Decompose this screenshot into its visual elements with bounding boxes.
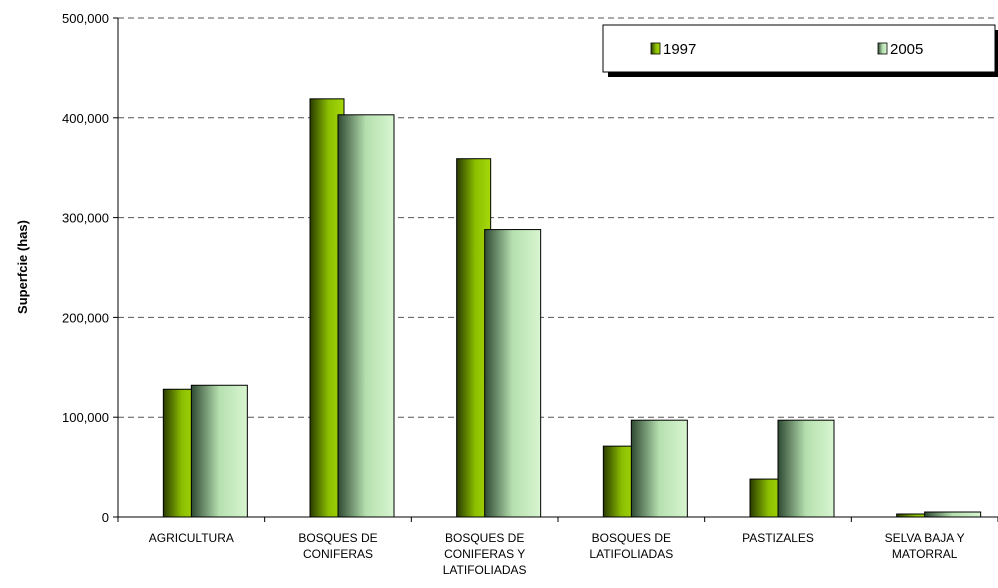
x-axis: AGRICULTURA BOSQUES DE CONIFERAS BOSQUES DE…	[117, 516, 998, 577]
bar-2005	[924, 511, 982, 518]
y-tick-label: 400,000	[62, 111, 109, 126]
x-tick-label: BOSQUES DE CONIFERAS Y LATIFOLIADAS	[443, 531, 527, 577]
y-axis: 0 100,000 200,000 300,000 400,000 500,000	[62, 11, 119, 525]
legend-swatch-2005	[877, 42, 888, 55]
bar-2005	[190, 384, 248, 518]
y-tick-label: 300,000	[62, 211, 109, 226]
x-tick-label: BOSQUES DE CONIFERAS	[298, 531, 377, 561]
bars	[162, 98, 982, 518]
bar-2005	[630, 419, 688, 518]
x-tick-label: SELVA BAJA Y MATORRAL	[885, 531, 965, 561]
bar-2005	[484, 229, 542, 518]
legend: 1997 2005	[602, 24, 998, 77]
y-axis-label: Superfcie (has)	[15, 220, 30, 314]
y-tick-label: 0	[102, 510, 109, 525]
legend-label-2005: 2005	[890, 41, 923, 58]
x-tick-label: AGRICULTURA	[149, 531, 234, 545]
legend-box	[602, 24, 996, 73]
x-tick-label: PASTIZALES	[742, 531, 814, 545]
legend-swatch-1997	[650, 42, 661, 55]
legend-label-1997: 1997	[663, 41, 696, 58]
y-tick-label: 200,000	[62, 310, 109, 325]
bar-2005	[777, 419, 835, 518]
y-tick-label: 100,000	[62, 410, 109, 425]
x-tick-label: BOSQUES DE LATIFOLIADAS	[589, 531, 673, 561]
gridlines	[118, 17, 998, 418]
y-tick-label: 500,000	[62, 11, 109, 26]
bar-2005	[337, 114, 395, 518]
